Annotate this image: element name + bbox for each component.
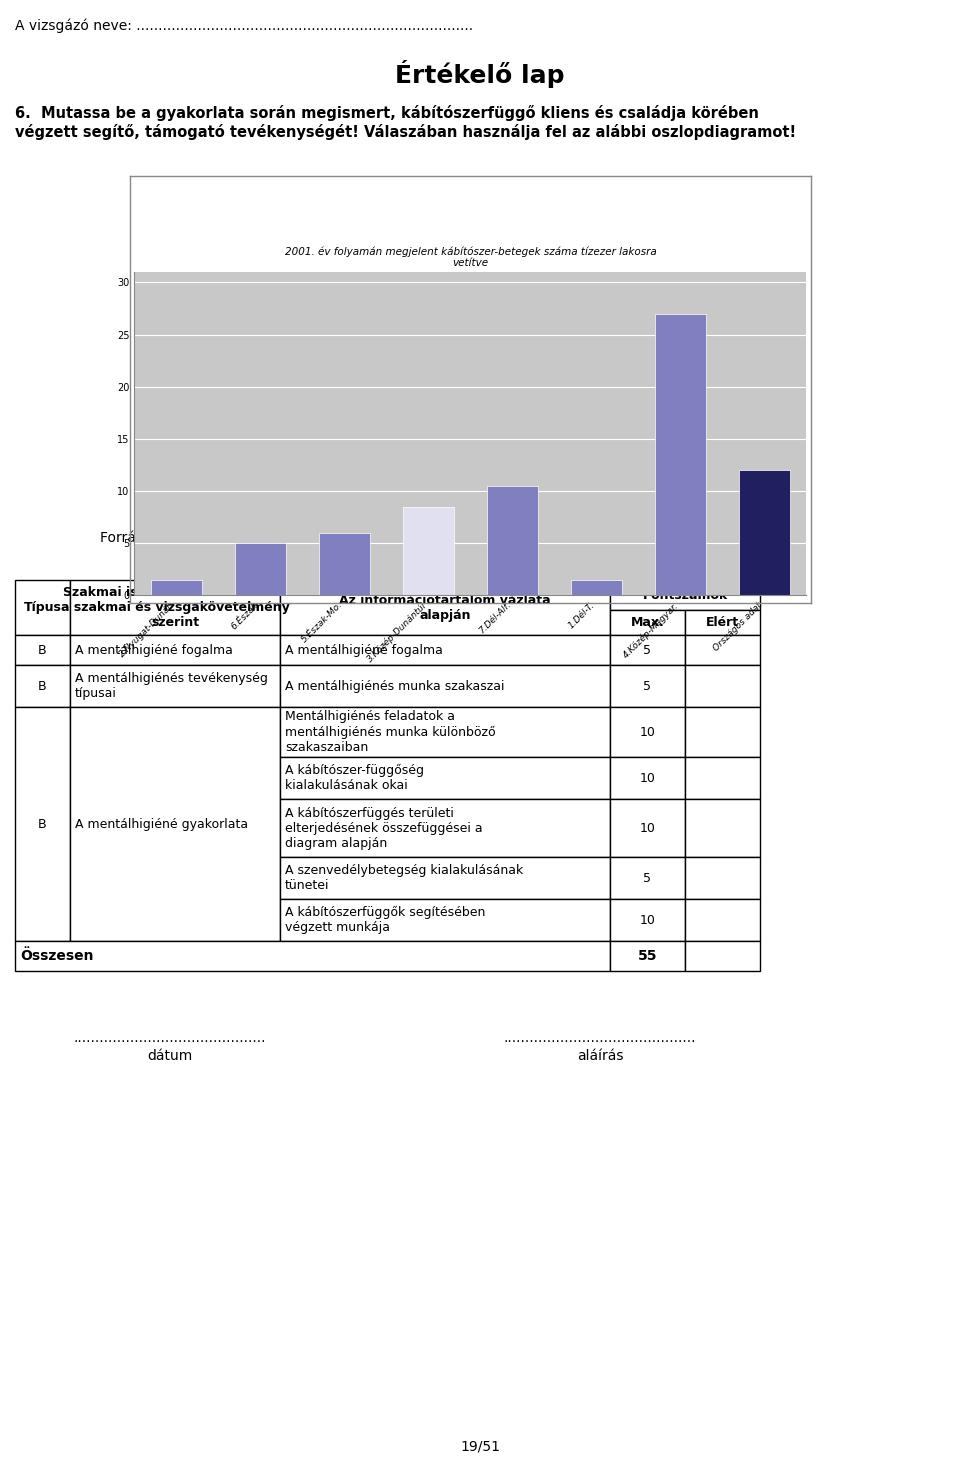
Text: 5: 5 [643, 679, 652, 692]
Title: 2001. év folyamán megjelent kábítószer-betegek száma tízezer lakosra
vetítve: 2001. év folyamán megjelent kábítószer-b… [284, 247, 657, 269]
Text: Forrás: Tanulmány Magyarország régióinak egészségügyi helyzetéről: Forrás: Tanulmány Magyarország régióinak… [100, 531, 580, 545]
Bar [280, 635, 610, 664]
Text: A szenvedélybetegség kialakulásának
tünetei: A szenvedélybetegség kialakulásának tüne… [285, 864, 523, 892]
Bar [571, 579, 622, 595]
Bar [610, 664, 685, 707]
Bar [280, 581, 610, 635]
Bar [319, 532, 370, 595]
Bar [685, 635, 760, 664]
Text: 5: 5 [643, 872, 652, 885]
Text: Összesen: Összesen [20, 950, 93, 963]
Text: Típus: Típus [24, 601, 61, 614]
Text: ............................................: ........................................… [504, 1030, 696, 1045]
Text: 55: 55 [637, 950, 658, 963]
Bar [70, 635, 280, 664]
Bar [152, 579, 202, 595]
Text: B: B [38, 817, 47, 831]
Bar [280, 664, 610, 707]
Bar [488, 485, 538, 595]
Bar [610, 857, 685, 900]
Bar [280, 900, 610, 941]
Text: I.1.4./2. ábra (kabitoszer_graf.xls): I.1.4./2. ábra (kabitoszer_graf.xls) [374, 490, 586, 503]
Bar [610, 707, 685, 757]
Bar [15, 635, 70, 664]
Bar [685, 900, 760, 941]
Text: 10: 10 [639, 913, 656, 926]
Bar [685, 757, 760, 800]
Text: A kábítószerfüggők segítésében
végzett munkája: A kábítószerfüggők segítésében végzett m… [285, 906, 486, 933]
Text: 6.  Mutassa be a gyakorlata során megismert, kábítószerfüggő kliens és családja : 6. Mutassa be a gyakorlata során megisme… [15, 104, 796, 140]
Bar [70, 707, 280, 941]
Bar [685, 800, 760, 857]
Bar [685, 857, 760, 900]
Text: Szakmai ismeretek alkalmazása
a szakmai és vizsgakövetelmény
szerint: Szakmai ismeretek alkalmazása a szakmai … [60, 587, 289, 629]
Text: Mentálhigiénés feladatok a
mentálhigiénés munka különböző
szakaszaiban: Mentálhigiénés feladatok a mentálhigiéné… [285, 710, 495, 754]
Text: 10: 10 [639, 822, 656, 835]
Text: B: B [38, 679, 47, 692]
Bar [739, 470, 789, 595]
Bar [235, 544, 286, 595]
Text: 10: 10 [639, 772, 656, 785]
Text: A mentálhigiénés tevékenység
típusai: A mentálhigiénés tevékenység típusai [75, 672, 268, 700]
Text: 19/51: 19/51 [460, 1441, 500, 1454]
Text: aláírás: aláírás [577, 1050, 623, 1063]
Text: A vizsgázó neve: ...............................................................: A vizsgázó neve: .......................… [15, 18, 473, 32]
Text: ............................................: ........................................… [74, 1030, 266, 1045]
Bar [610, 800, 685, 857]
Bar [280, 757, 610, 800]
Text: A mentálhigiénés munka szakaszai: A mentálhigiénés munka szakaszai [285, 679, 505, 692]
Text: A mentálhigiéné fogalma: A mentálhigiéné fogalma [285, 644, 443, 657]
Text: A kábítószer-függőség
kialakulásának okai: A kábítószer-függőség kialakulásának oka… [285, 764, 424, 792]
Bar [15, 707, 70, 941]
Bar [280, 707, 610, 757]
Bar [280, 857, 610, 900]
Bar [685, 610, 760, 635]
Text: A kábítószerfüggés területi
elterjedésének összefüggései a
diagram alapján: A kábítószerfüggés területi elterjedésén… [285, 807, 483, 850]
Bar [610, 900, 685, 941]
Text: 5: 5 [643, 644, 652, 657]
Bar [15, 941, 610, 972]
Bar [610, 757, 685, 800]
Bar [610, 610, 685, 635]
Bar [610, 635, 685, 664]
Text: A mentálhigiéné gyakorlata: A mentálhigiéné gyakorlata [75, 817, 248, 831]
Bar [70, 581, 280, 635]
Text: dátum: dátum [148, 1050, 193, 1063]
Text: A mentálhigiéné fogalma: A mentálhigiéné fogalma [75, 644, 233, 657]
Text: B: B [38, 644, 47, 657]
Bar [610, 581, 760, 610]
Text: Az információtartalom vázlata
alapján: Az információtartalom vázlata alapján [339, 594, 551, 622]
Bar [15, 581, 70, 635]
Bar [685, 941, 760, 972]
Text: Elért: Elért [706, 616, 739, 629]
Text: Értékelő lap: Értékelő lap [396, 60, 564, 88]
Bar [15, 664, 70, 707]
Bar [403, 507, 454, 595]
Bar [685, 707, 760, 757]
Text: 10: 10 [639, 726, 656, 738]
Text: Pontszámok: Pontszámok [642, 588, 728, 601]
Bar [610, 941, 685, 972]
Bar [685, 664, 760, 707]
Bar [655, 313, 706, 595]
Bar [280, 800, 610, 857]
Text: Max.: Max. [631, 616, 664, 629]
Bar [70, 664, 280, 707]
